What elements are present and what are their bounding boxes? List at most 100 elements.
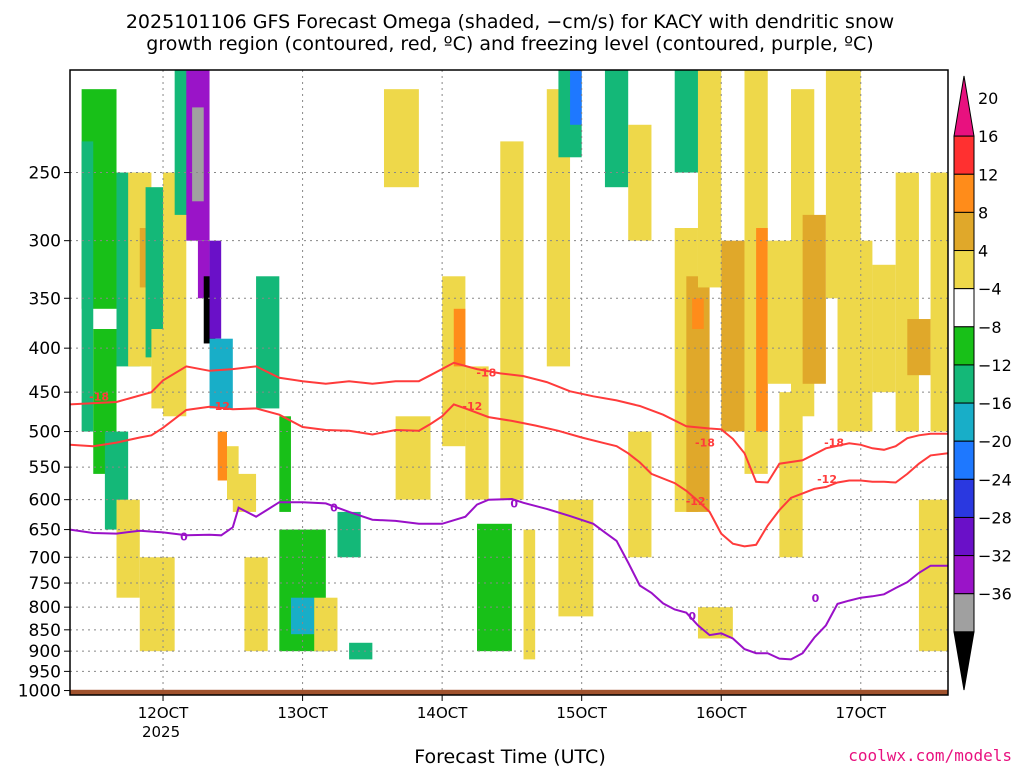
omega-cell [314, 597, 338, 652]
ground-strip [70, 689, 948, 695]
omega-cell [163, 172, 187, 417]
omega-cell [395, 416, 431, 500]
y-tick-label: 950 [29, 662, 61, 682]
chart-title-line-1: 2025101106 GFS Forecast Omega (shaded, −… [126, 11, 894, 33]
omega-cell [116, 499, 140, 598]
contour-line [70, 403, 948, 548]
omega-cell [930, 172, 948, 432]
x-tick-label: 13OCT [277, 704, 328, 722]
omega-cell [558, 499, 594, 617]
omega-cell [918, 499, 948, 652]
omega-cell [907, 319, 931, 376]
y-tick-label: 850 [29, 621, 61, 641]
omega-cell [203, 276, 216, 344]
omega-cell [523, 529, 536, 660]
x-tick-label: 12OCT [138, 704, 189, 722]
colorbar-cap-bottom [953, 631, 975, 691]
contour-label: -12 [210, 400, 230, 413]
colorbar-label: −20 [978, 432, 1012, 451]
contour-line [70, 497, 948, 661]
colorbar-label: −12 [978, 356, 1012, 375]
colorbar-label: 8 [978, 203, 988, 222]
colorbar-segment [953, 593, 975, 633]
y-tick-label: 300 [29, 232, 61, 252]
credit-text: coolwx.com/models [848, 746, 1012, 765]
colorbar-label: −24 [978, 470, 1012, 489]
colorbar-label: 20 [978, 89, 998, 108]
colorbar: 20 16 12 8 4 −4 −8 −12 −16 −20 −24 −28 −32 −36 [953, 75, 1012, 691]
contour-label: -18 [824, 437, 844, 450]
y-tick-label: 400 [29, 339, 61, 359]
colorbar-label: −36 [978, 585, 1012, 604]
contour-label: 0 [812, 592, 820, 605]
plot-area: -18 -18 -18 -18 -12 -12 -12 -12 0 0 0 0 0 [70, 70, 948, 695]
omega-cell [721, 240, 745, 432]
omega-cell [500, 141, 524, 500]
omega-cell [477, 523, 512, 652]
contour-label: -18 [476, 367, 496, 380]
colorbar-segment [953, 402, 975, 442]
colorbar-segment [953, 173, 975, 213]
colorbar-segment [953, 478, 975, 518]
colorbar-segment [953, 326, 975, 366]
x-axis-label: Forecast Time (UTC) [414, 746, 605, 768]
y-tick-label: 500 [29, 423, 61, 443]
contour-label: -18 [89, 390, 109, 403]
omega-cell [692, 298, 704, 329]
y-tick-label: 1000 [18, 682, 61, 702]
omega-cell [674, 70, 698, 173]
y-tick-label: 550 [29, 458, 61, 478]
contour-label: 0 [330, 502, 338, 515]
colorbar-label: −4 [978, 280, 1002, 299]
colorbar-segment [953, 135, 975, 175]
colorbar-label: 4 [978, 242, 988, 261]
contour-lines: -18 -18 -18 -18 -12 -12 -12 -12 0 0 0 0 0 [70, 361, 948, 661]
omega-cell [604, 70, 629, 188]
y-tick-label: 350 [29, 289, 61, 309]
y-tick-label: 800 [29, 598, 61, 618]
omega-cell [209, 338, 233, 409]
x-tick-label: 17OCT [836, 704, 887, 722]
omega-cell [546, 89, 571, 367]
omega-cell [337, 511, 361, 558]
contour-label: -12 [817, 473, 837, 486]
chart-title-line-2: growth region (contoured, red, ºC) and f… [146, 33, 873, 55]
plot-frame [69, 69, 949, 696]
y-tick-label: 700 [29, 548, 61, 568]
omega-cell [81, 141, 94, 432]
colorbar-segment [953, 211, 975, 252]
colorbar-segment [953, 364, 975, 404]
omega-cell [226, 446, 239, 500]
omega-cell [628, 124, 652, 241]
omega-cell [128, 172, 152, 367]
omega-cell [779, 392, 803, 558]
omega-cell [232, 473, 257, 512]
contour-label: -12 [686, 495, 706, 508]
omega-cell [756, 228, 768, 432]
ground-layer [70, 689, 948, 695]
omega-cell [209, 240, 222, 339]
omega-cell [895, 172, 919, 432]
colorbar-segment [953, 440, 975, 480]
omega-cell [197, 240, 210, 299]
contour-label: 0 [510, 497, 518, 510]
omega-cell [767, 240, 792, 384]
omega-cell [802, 214, 826, 384]
y-tick-label: 750 [29, 574, 61, 594]
y-tick-label: 900 [29, 642, 61, 662]
omega-cell [383, 89, 419, 188]
omega-cell [217, 431, 227, 481]
omega-cell [279, 416, 291, 512]
colorbar-segment [953, 288, 975, 328]
y-tick-label: 450 [29, 383, 61, 403]
contour-label: 0 [688, 610, 696, 623]
omega-cell [139, 557, 175, 652]
x-tick-sublabel: 2025 [142, 723, 180, 741]
omega-cell [837, 240, 873, 432]
y-tick-label: 650 [29, 521, 61, 541]
omega-cell [192, 107, 204, 202]
omega-shading [81, 70, 948, 660]
contour-line [70, 361, 948, 484]
y-tick-label: 250 [29, 164, 61, 184]
